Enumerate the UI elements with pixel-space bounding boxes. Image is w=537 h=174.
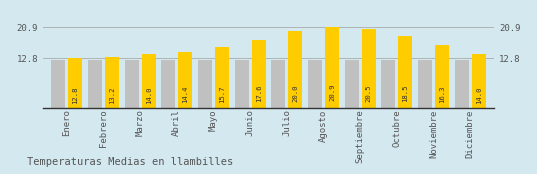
Bar [381,60,395,108]
Text: 13.2: 13.2 [109,86,115,104]
Text: 20.9: 20.9 [329,84,335,101]
Bar [435,45,449,108]
Bar [198,60,212,108]
Bar [271,60,285,108]
Text: 17.6: 17.6 [256,85,262,102]
Bar [125,60,139,108]
Bar [105,57,119,108]
Bar [471,54,485,108]
Bar [162,60,176,108]
Text: 16.3: 16.3 [439,85,445,103]
Bar [308,60,322,108]
Text: 14.4: 14.4 [182,86,188,103]
Bar [52,60,66,108]
Bar [288,31,302,108]
Bar [235,60,249,108]
Bar [325,27,339,108]
Bar [398,36,412,108]
Bar [418,60,432,108]
Text: 14.0: 14.0 [476,86,482,104]
Text: 15.7: 15.7 [219,86,225,103]
Text: 14.0: 14.0 [146,86,151,104]
Text: Temperaturas Medias en llambilles: Temperaturas Medias en llambilles [27,157,233,167]
Text: 20.0: 20.0 [292,84,298,102]
Text: 20.5: 20.5 [366,84,372,102]
Text: 12.8: 12.8 [72,86,78,104]
Text: 18.5: 18.5 [402,85,408,102]
Bar [88,60,102,108]
Bar [361,29,375,108]
Bar [68,58,82,108]
Bar [215,47,229,108]
Bar [142,54,156,108]
Bar [252,40,266,108]
Bar [455,60,469,108]
Bar [178,52,192,108]
Bar [345,60,359,108]
